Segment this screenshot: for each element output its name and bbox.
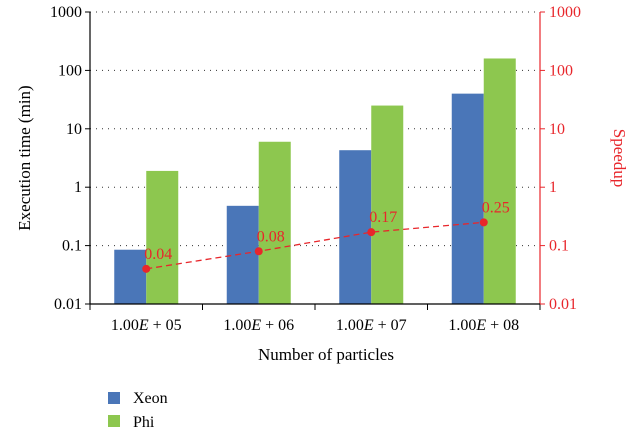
category-label: 1.00E + 06 [223,317,294,334]
speedup-data-label: 0.04 [144,246,172,263]
bar-phi [258,141,291,304]
y-axis-title: Execution time (min) [15,85,34,230]
category-label: 1.00E + 08 [448,317,519,334]
legend-swatch-phi [108,415,120,427]
left-tick-label: 100 [58,62,82,79]
right-tick-label: 100 [549,62,573,79]
right-tick-label: 1000 [549,4,581,21]
speedup-data-label: 0.08 [257,228,285,245]
speedup-data-label: 0.25 [482,199,510,216]
x-axis-title: Number of particles [258,345,394,364]
axes [89,12,541,310]
speedup-series: 0.04 0.08 0.17 0.25 [142,199,510,273]
bar-xeon [114,249,147,304]
legend-label-phi: Phi [133,414,155,431]
category-label: 1.00E + 05 [111,317,182,334]
speedup-data-label: 0.17 [369,209,397,226]
bar-phi [371,105,404,304]
right-tick-label: 1 [549,179,557,196]
right-tick-label: 0.01 [549,296,577,313]
speedup-point [367,228,376,237]
speedup-point [142,264,151,273]
bar-phi [483,58,516,304]
bars [114,58,516,304]
right-axis-ticks: 0.01 0.1 1 10 100 1000 [540,4,581,313]
category-label: 1.00E + 07 [336,317,407,334]
left-tick-label: 0.01 [54,296,82,313]
y2-axis-title: Speedup [610,129,629,188]
left-tick-label: 1 [74,179,82,196]
speedup-point [254,247,263,256]
left-tick-label: 10 [66,121,82,138]
legend-label-xeon: Xeon [133,390,168,407]
bar-xeon [339,150,372,304]
left-tick-label: 0.1 [62,238,82,255]
bar-phi [146,170,179,304]
speedup-line [146,221,484,270]
bar-xeon [451,93,484,304]
bar-xeon [226,205,259,304]
left-axis-ticks: 0.01 0.1 1 10 100 1000 [50,4,90,313]
legend-swatch-xeon [108,392,120,404]
speedup-point [479,218,488,227]
left-tick-label: 1000 [50,4,82,21]
category-labels: 1.00E + 05 1.00E + 06 1.00E + 07 1.00E + 08 [111,317,519,334]
right-tick-label: 0.1 [549,238,569,255]
legend: Xeon Phi [108,390,168,431]
right-tick-label: 10 [549,121,565,138]
